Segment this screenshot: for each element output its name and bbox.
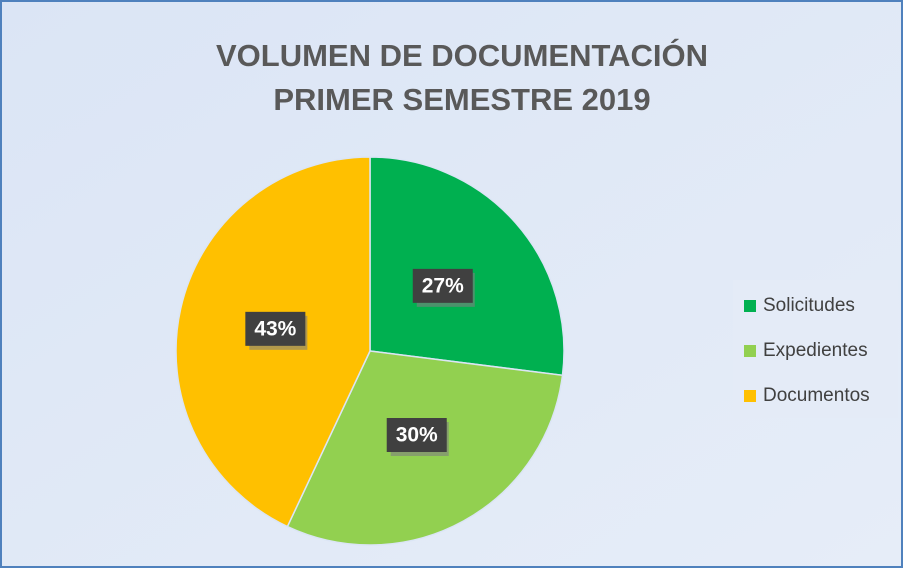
legend-box <box>733 280 898 418</box>
data-label: 27% <box>422 274 464 297</box>
legend-label: Solicitudes <box>763 295 855 316</box>
legend-swatch <box>744 390 756 402</box>
legend-label: Documentos <box>763 385 870 406</box>
data-label-box <box>386 418 447 453</box>
data-label: 30% <box>396 424 438 447</box>
legend-swatch <box>744 345 756 357</box>
legend-swatch <box>744 300 756 312</box>
data-label-box <box>412 268 473 303</box>
data-label: 43% <box>254 317 296 340</box>
chart-title: VOLUMEN DE DOCUMENTACIÓN <box>216 37 708 73</box>
legend-label: Expedientes <box>763 340 868 361</box>
data-label-box <box>245 311 306 346</box>
chart-title: PRIMER SEMESTRE 2019 <box>273 82 650 117</box>
pie-slice <box>369 156 565 377</box>
